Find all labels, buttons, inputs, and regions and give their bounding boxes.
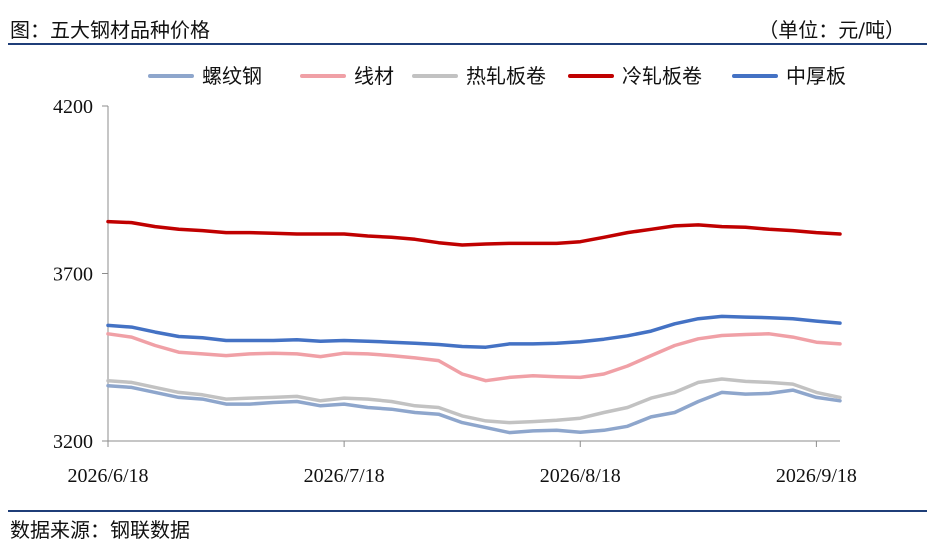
x-tick-label: 2026/6/18 [67,465,148,487]
legend-label-1: 螺纹钢 [202,64,262,88]
top-rule [8,43,927,45]
series-line-1 [106,383,842,435]
legend-label-3: 热轧板卷 [466,64,546,88]
chart-title: 图：五大钢材品种价格 [10,18,210,42]
x-tick-label: 2026/7/18 [304,465,385,487]
series-line-5 [106,314,842,349]
unit-label: （单位：元/吨） [758,18,905,42]
y-tick-label: 3200 [53,431,93,453]
series-line-2 [106,332,842,383]
legend-label-4: 冷轧板卷 [622,64,702,88]
x-tick-label: 2026/8/18 [540,465,621,487]
series-line-3 [106,377,842,425]
legend-label-5: 中厚板 [786,64,846,88]
legend-label-2: 线材 [354,64,394,88]
x-tick-label: 2026/9/18 [776,465,857,487]
y-tick-label: 4200 [53,96,93,118]
y-tick-label: 3700 [53,264,93,286]
bottom-rule [8,510,927,512]
source-note: 数据来源：钢联数据 [10,518,190,542]
series-line-4 [106,219,842,247]
